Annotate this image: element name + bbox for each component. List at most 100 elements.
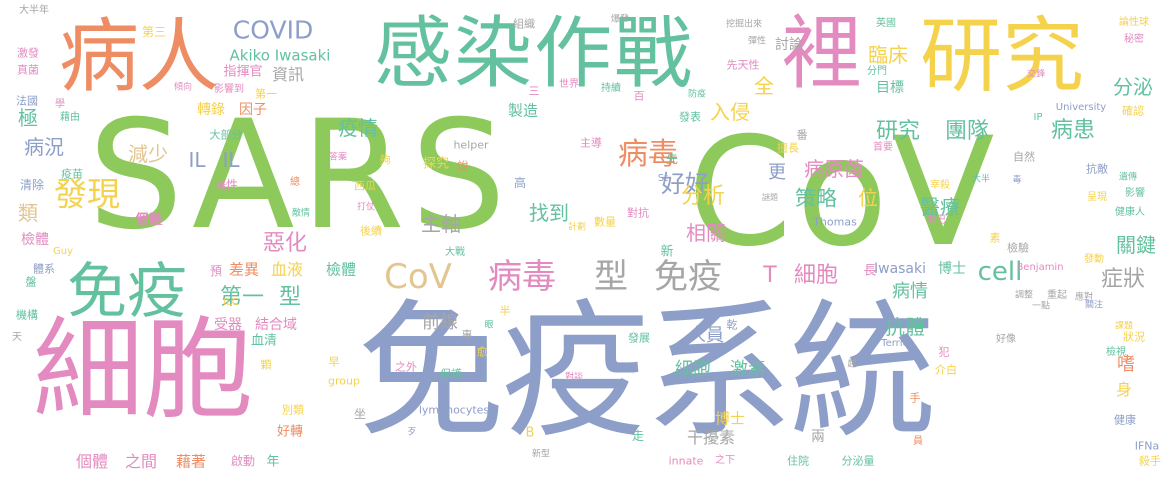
word-immunity-gray: 免疫 bbox=[654, 257, 722, 297]
word-launch: 發動 bbox=[1084, 254, 1104, 265]
word-health: 健康 bbox=[1114, 413, 1136, 427]
word-discuss: 討論 bbox=[775, 37, 803, 53]
word-doctor-yellow: 博士 bbox=[714, 409, 746, 428]
word-poison: 毒 bbox=[1012, 175, 1022, 186]
word-new: 新 bbox=[660, 244, 674, 260]
word-hormone: 激素 bbox=[730, 359, 766, 380]
word-first: 第一 bbox=[219, 285, 265, 310]
word-ilc: ILC bbox=[223, 297, 239, 308]
word-natural: 自然 bbox=[1013, 150, 1035, 164]
word-stimulate: 激發 bbox=[17, 46, 39, 60]
word-t-cells: 細胞 bbox=[793, 263, 839, 288]
word-watermelon: 西瓜 bbox=[354, 179, 376, 193]
word-special: 專 bbox=[461, 328, 473, 342]
word-dry: 乾 bbox=[726, 318, 738, 332]
word-hospitalize: 住院 bbox=[787, 454, 809, 468]
word-world: 世界 bbox=[559, 79, 579, 90]
word-say: 說 bbox=[457, 159, 469, 173]
word-heal: 愈 bbox=[476, 345, 488, 359]
word-counter: 對抗 bbox=[627, 206, 649, 220]
word-discovery: 發現 bbox=[54, 174, 120, 214]
word-total: 總 bbox=[290, 177, 300, 188]
word-first-char: 先 bbox=[665, 152, 679, 166]
word-serum: 血清 bbox=[250, 333, 278, 349]
word-novel: 新型 bbox=[531, 449, 551, 460]
word-publish: 發表 bbox=[679, 110, 701, 124]
word-type-gray: 型 bbox=[594, 257, 628, 297]
word-medical: 醫療 bbox=[920, 195, 960, 219]
word-lymphocytes: lymphocytes bbox=[418, 403, 490, 417]
word-explore: 探究 bbox=[422, 156, 450, 172]
word-related: 相關 bbox=[686, 221, 726, 245]
word-interferon: 干擾素 bbox=[686, 428, 736, 447]
word-primary: 首要 bbox=[873, 142, 893, 153]
word-body: 身 bbox=[1115, 380, 1133, 399]
word-commander: 指揮官 bbox=[223, 64, 263, 80]
word-seems: 好像 bbox=[996, 334, 1016, 345]
word-continue: 持續 bbox=[601, 83, 621, 94]
word-secret: 秘密 bbox=[1124, 34, 1144, 45]
word-frontline: 前線 bbox=[422, 312, 458, 333]
word-il-2: IL bbox=[222, 148, 240, 172]
word-year: 年 bbox=[266, 454, 280, 470]
word-main-axis: 主軸 bbox=[421, 212, 461, 236]
word-clear: 清除 bbox=[19, 178, 45, 192]
word-organization: 組織 bbox=[513, 17, 535, 31]
word-analysis: 分析 bbox=[680, 184, 726, 209]
word-interleukin: 介白 bbox=[935, 363, 957, 377]
word-terrier: Terrier bbox=[881, 338, 913, 349]
word-goal: 目標 bbox=[876, 80, 904, 96]
word-secretion: 分泌量 bbox=[841, 454, 875, 468]
word-high: 高 bbox=[513, 176, 527, 190]
word-invade: 入侵 bbox=[710, 100, 750, 124]
word-thomas: Thomas bbox=[813, 215, 857, 229]
word-type: 型 bbox=[278, 285, 302, 310]
word-team: 團隊 bbox=[944, 119, 990, 144]
word-hundred: 百 bbox=[633, 89, 645, 103]
word-class: 類 bbox=[18, 201, 38, 225]
word-dug-out: 挖掘出來 bbox=[725, 19, 763, 30]
word-b: B bbox=[525, 425, 535, 441]
word-day: 天 bbox=[12, 332, 22, 343]
word-infection-battle: 感染作戰 bbox=[373, 9, 695, 99]
word-epidemic: 疫情 bbox=[338, 116, 378, 140]
word-element: 素 bbox=[989, 231, 1001, 245]
word-prevention: 防疫 bbox=[687, 89, 707, 100]
word-cells-large: 細胞 bbox=[33, 306, 253, 434]
word-institution: 機構 bbox=[16, 308, 38, 322]
word-cells-teal: 細胞 bbox=[675, 359, 711, 380]
word-strategy: 策略 bbox=[795, 186, 837, 211]
word-activate: 啟動 bbox=[230, 454, 256, 468]
word-binding-domain: 結合域 bbox=[255, 317, 297, 333]
word-innate: innate bbox=[668, 454, 704, 468]
word-illness: 病情 bbox=[892, 281, 928, 302]
word-three: 三 bbox=[528, 84, 540, 98]
word-killer: 殺手 bbox=[1139, 454, 1161, 468]
word-akiko-iwasaki: Akiko Iwasaki bbox=[229, 46, 331, 65]
word-individual-small: 個體 bbox=[135, 212, 161, 226]
word-ip: IP bbox=[1033, 112, 1043, 123]
word-riddle: 謎題 bbox=[762, 193, 778, 202]
word-benjamin: Benjamin bbox=[1016, 262, 1064, 273]
word-individual-bottom: 個體 bbox=[75, 452, 109, 471]
word-third: 第三 bbox=[141, 25, 167, 39]
word-transcription: 轉錄 bbox=[197, 102, 225, 118]
word-resist: 抗敵 bbox=[1086, 162, 1108, 176]
word-classify: 分門 bbox=[867, 66, 887, 77]
word-condition: 病況 bbox=[24, 135, 64, 159]
word-enough: 夠 bbox=[379, 153, 391, 167]
word-long: 長 bbox=[863, 263, 877, 279]
word-research-teal: 研究 bbox=[875, 119, 921, 144]
word-walk: 走 bbox=[631, 429, 645, 443]
word-via: 藉由 bbox=[60, 112, 80, 123]
word-half-year: 大半年 bbox=[19, 5, 49, 16]
word-positive: 陽性 bbox=[213, 178, 239, 192]
word-examination: 檢驗 bbox=[1007, 241, 1029, 255]
word-immunity-teal: 免疫 bbox=[67, 257, 187, 327]
word-doctor-teal: 博士 bbox=[938, 261, 966, 277]
word-through: 藉著 bbox=[175, 452, 207, 471]
word-pathogen: 病原菌 bbox=[804, 157, 864, 181]
word-reduce: 減少 bbox=[128, 142, 168, 166]
word-t: T bbox=[763, 263, 777, 288]
